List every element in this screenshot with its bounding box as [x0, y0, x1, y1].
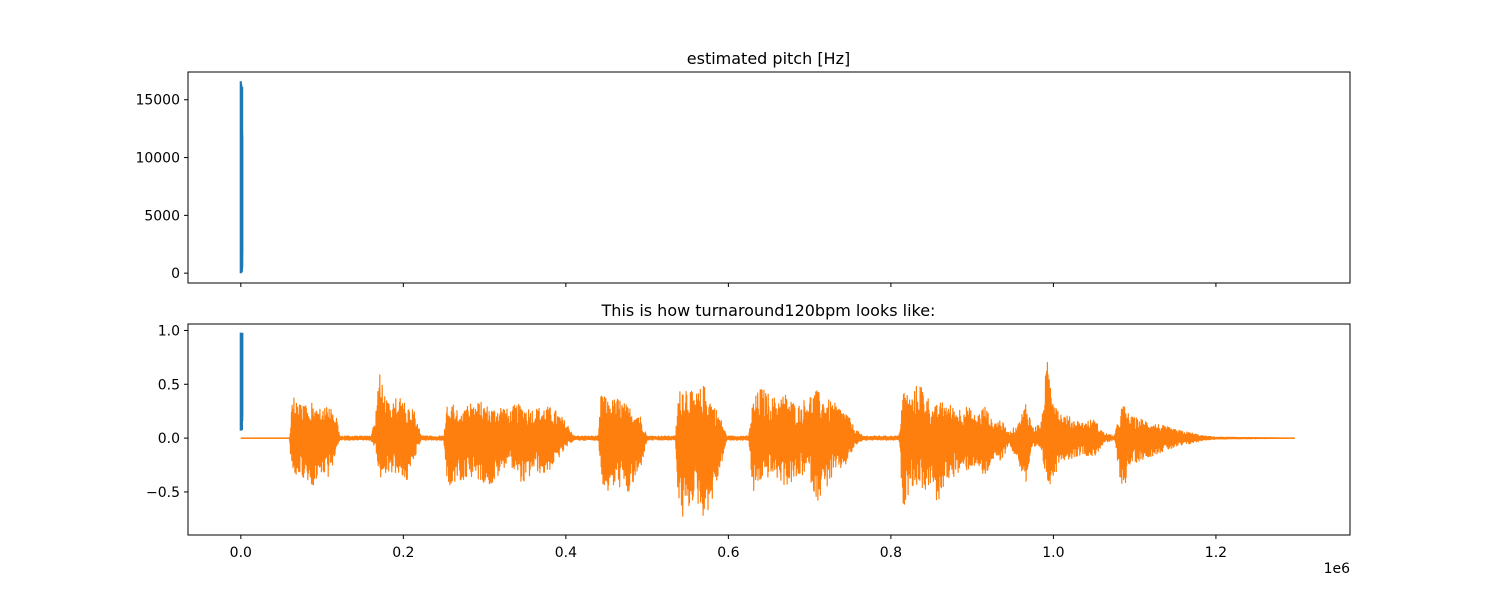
waveform-x-tick-label: 1.2 — [1205, 545, 1227, 561]
waveform-x-tick-label: 1.0 — [1042, 545, 1064, 561]
x-offset-label: 1e6 — [1324, 561, 1351, 577]
pitch-subplot-title: estimated pitch [Hz] — [687, 49, 850, 68]
waveform-y-tick-label: 0.0 — [158, 431, 180, 447]
pitch-subplot: estimated pitch [Hz] 0 5000 10000 15000 — [135, 49, 1351, 287]
waveform-x-tick-label: 0.6 — [717, 545, 739, 561]
waveform-x-tick-label: 0.4 — [555, 545, 577, 561]
pitch-x-ticks — [240, 283, 1217, 287]
pitch-plot-area — [239, 81, 244, 274]
pitch-y-ticks: 0 5000 10000 15000 — [135, 93, 188, 282]
pitch-axes-frame — [187, 71, 1351, 284]
waveform-y-ticks: −0.5 0.0 0.5 1.0 — [146, 323, 188, 501]
pitch-y-tick-label: 5000 — [144, 208, 180, 224]
waveform-series-line-0 — [239, 332, 244, 431]
waveform-axes-frame — [187, 323, 1351, 536]
waveform-y-tick-label: 0.5 — [158, 377, 180, 393]
waveform-plot-area — [239, 332, 1295, 517]
pitch-y-tick-label: 10000 — [135, 151, 180, 167]
waveform-y-tick-label: 1.0 — [158, 323, 180, 339]
waveform-x-tick-label: 0.0 — [230, 545, 252, 561]
waveform-x-tick-label: 0.8 — [880, 545, 902, 561]
pitch-y-tick-label: 0 — [171, 266, 180, 282]
waveform-subplot-title: This is how turnaround120bpm looks like: — [601, 301, 936, 320]
pitch-y-tick-label: 15000 — [135, 93, 180, 109]
waveform-series-line-1 — [240, 361, 1295, 517]
waveform-subplot: This is how turnaround120bpm looks like:… — [146, 301, 1351, 561]
pitch-series-line-0 — [239, 81, 244, 274]
waveform-x-ticks: 0.0 0.2 0.4 0.6 0.8 1.0 1.2 — [230, 535, 1227, 561]
waveform-y-tick-label: −0.5 — [146, 485, 180, 501]
waveform-x-tick-label: 0.2 — [392, 545, 414, 561]
